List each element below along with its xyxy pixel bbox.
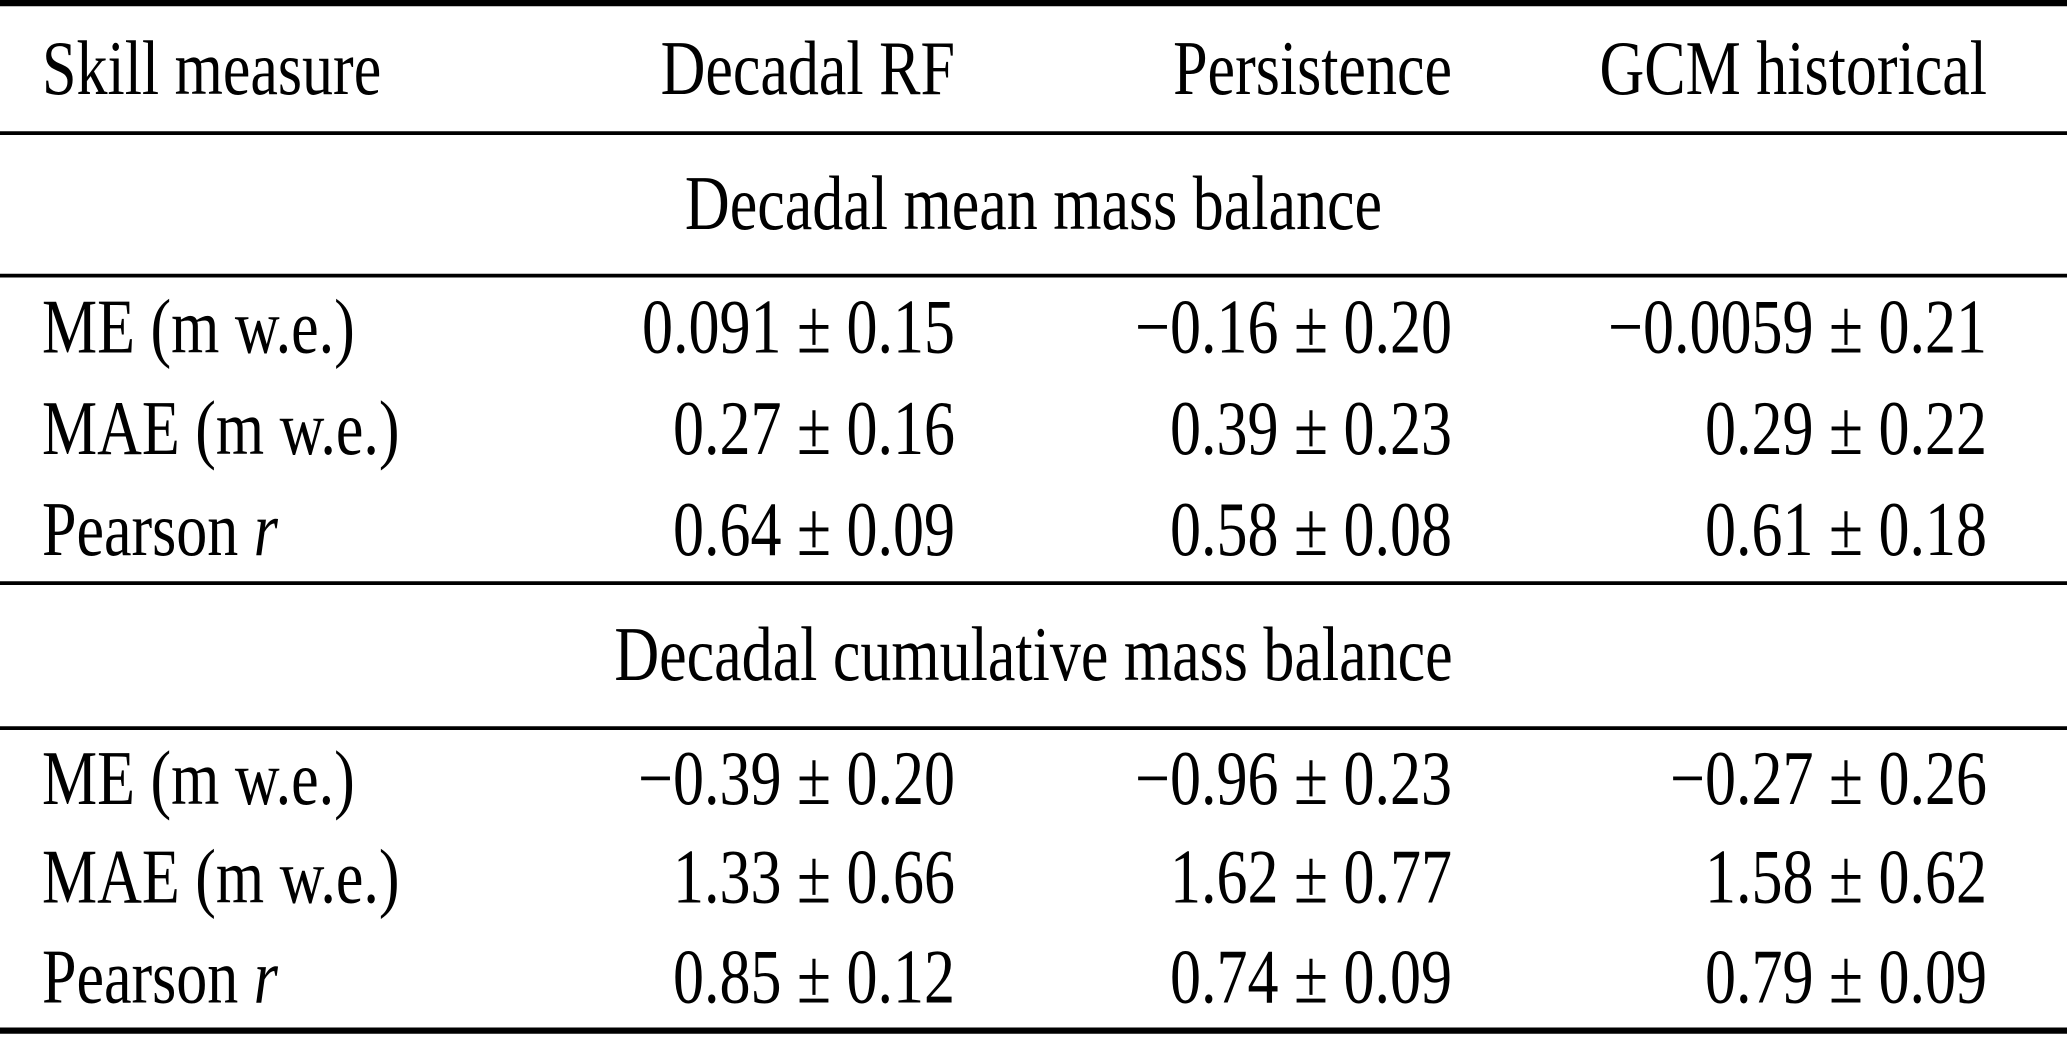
table-row: ME (m w.e.) −0.39 ± 0.20 −0.96 ± 0.23 −0… [0, 728, 2067, 828]
value-cell: 0.85 ± 0.12 [672, 934, 955, 1020]
skill-measure-table: Skill measure Decadal RF Persistence GCM… [0, 0, 2067, 1031]
row-label-pearson-r: Pearson r [0, 481, 600, 584]
row-label-italic-r: r [253, 934, 278, 1020]
table-row: Pearson r 0.85 ± 0.12 0.74 ± 0.09 0.79 ±… [0, 928, 2067, 1031]
value-cell: 0.64 ± 0.09 [672, 487, 955, 573]
row-label-italic-r: r [253, 487, 278, 573]
value-cell: 1.58 ± 0.62 [1704, 835, 1987, 920]
value-cell: −0.16 ± 0.20 [1135, 284, 1452, 370]
table-row: Pearson r 0.64 ± 0.09 0.58 ± 0.08 0.61 ±… [0, 481, 2067, 584]
col-header-persistence: Persistence [1173, 25, 1452, 111]
row-label-me: ME (m w.e.) [42, 284, 355, 370]
section-title-decadal-cumulative: Decadal cumulative mass balance [614, 612, 1453, 698]
value-cell: 0.29 ± 0.22 [1704, 386, 1987, 472]
value-cell: 0.091 ± 0.15 [641, 284, 955, 370]
section-header-row: Decadal mean mass balance [0, 133, 2067, 276]
row-label-mae: MAE (m w.e.) [42, 386, 400, 472]
value-cell: 1.62 ± 0.77 [1169, 835, 1452, 920]
value-cell: 0.74 ± 0.09 [1169, 934, 1452, 1020]
table-row: MAE (m w.e.) 1.33 ± 0.66 1.62 ± 0.77 1.5… [0, 828, 2067, 928]
value-cell: −0.0059 ± 0.21 [1608, 284, 1987, 370]
table-figure: Skill measure Decadal RF Persistence GCM… [0, 0, 2067, 1031]
value-cell: 0.27 ± 0.16 [672, 386, 955, 472]
col-header-decadal-rf: Decadal RF [660, 25, 955, 111]
row-label-text: Pearson [42, 934, 254, 1020]
value-cell: 0.58 ± 0.08 [1169, 487, 1452, 573]
table-row: MAE (m w.e.) 0.27 ± 0.16 0.39 ± 0.23 0.2… [0, 378, 2067, 481]
value-cell: 0.79 ± 0.09 [1704, 934, 1987, 1020]
value-cell: −0.27 ± 0.26 [1670, 735, 1987, 821]
row-label-text: Pearson [42, 487, 254, 573]
row-label-me: ME (m w.e.) [42, 735, 355, 821]
value-cell: −0.39 ± 0.20 [638, 735, 955, 821]
section-header-row: Decadal cumulative mass balance [0, 583, 2067, 729]
value-cell: 0.61 ± 0.18 [1704, 487, 1987, 573]
col-header-skill-measure: Skill measure [42, 25, 382, 111]
section-title-decadal-mean: Decadal mean mass balance [684, 161, 1383, 247]
value-cell: 0.39 ± 0.23 [1169, 386, 1452, 472]
column-header-row: Skill measure Decadal RF Persistence GCM… [0, 3, 2067, 134]
table-row: ME (m w.e.) 0.091 ± 0.15 −0.16 ± 0.20 −0… [0, 276, 2067, 379]
row-label-pearson-r: Pearson r [0, 928, 600, 1031]
col-header-gcm-historical: GCM historical [1599, 25, 1987, 111]
value-cell: −0.96 ± 0.23 [1135, 735, 1452, 821]
row-label-mae: MAE (m w.e.) [42, 835, 400, 920]
value-cell: 1.33 ± 0.66 [672, 835, 955, 920]
